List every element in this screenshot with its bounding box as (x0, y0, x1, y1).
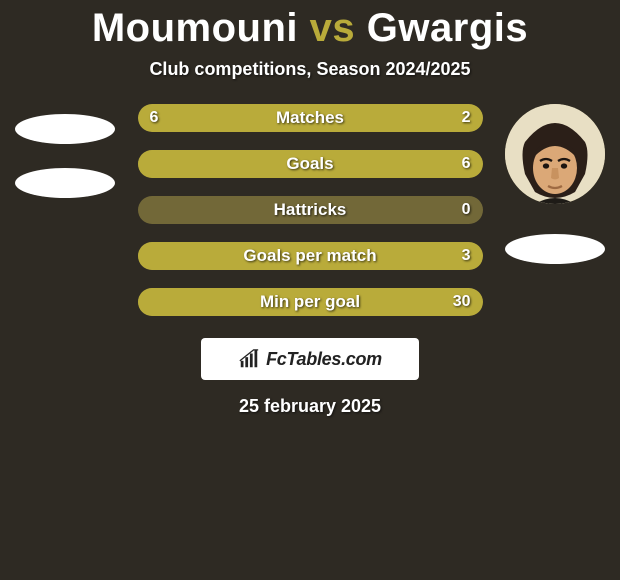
bar-right-fill (138, 242, 483, 270)
date-label: 25 february 2025 (0, 396, 620, 417)
bar-left-fill (138, 104, 386, 132)
bar-row: 3Goals per match (138, 242, 483, 270)
bar-row: 30Min per goal (138, 288, 483, 316)
bar-row: 0Hattricks (138, 196, 483, 224)
title-player-left: Moumouni (92, 6, 298, 50)
comparison-content: 62Matches 6Goals 0Hattricks 3Goals per matc… (0, 104, 620, 316)
bar-right-fill (138, 288, 483, 316)
bar-right-fill (386, 104, 483, 132)
subtitle: Club competitions, Season 2024/2025 (0, 59, 620, 80)
title-player-right: Gwargis (367, 6, 528, 50)
bar-right-fill (138, 150, 483, 178)
player-left-column (10, 104, 120, 198)
player-right-avatar (505, 104, 605, 204)
player-right-column (500, 104, 610, 264)
player-right-badge-placeholder (505, 234, 605, 264)
title-vs: vs (310, 6, 356, 50)
page-title: Moumouni vs Gwargis (0, 0, 620, 51)
comparison-bars: 62Matches 6Goals 0Hattricks 3Goals per matc… (138, 104, 483, 316)
bar-label: Hattricks (138, 196, 483, 224)
bar-row: 62Matches (138, 104, 483, 132)
bar-row: 6Goals (138, 150, 483, 178)
player-left-badge-placeholder (15, 168, 115, 198)
brand-badge: FcTables.com (201, 338, 419, 380)
player-left-avatar-placeholder (15, 114, 115, 144)
avatar-icon (505, 104, 605, 204)
bar-value-right: 0 (462, 196, 471, 224)
brand-text: FcTables.com (266, 349, 382, 370)
chart-icon (238, 348, 260, 370)
